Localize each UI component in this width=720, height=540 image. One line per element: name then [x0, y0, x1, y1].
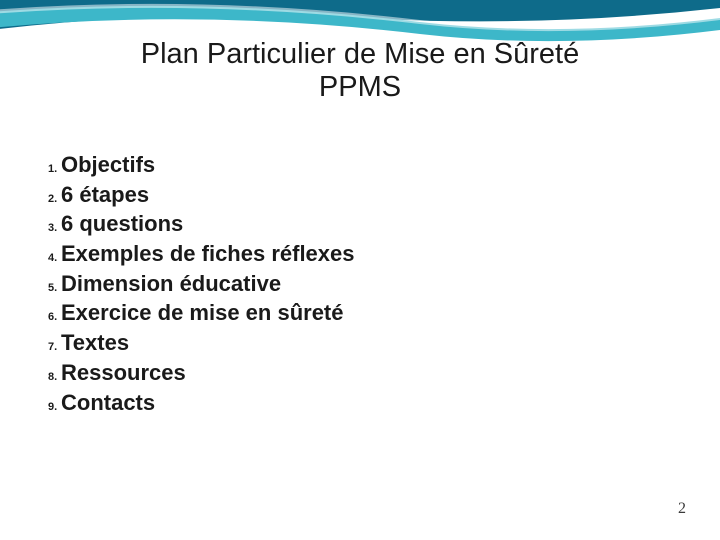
list-item: 1. Objectifs	[48, 150, 648, 180]
list-item: 6. Exercice de mise en sûreté	[48, 298, 648, 328]
list-num: 4.	[48, 251, 60, 266]
outline-list: 1. Objectifs 2. 6 étapes 3. 6 questions …	[48, 150, 648, 417]
list-label: Ressources	[61, 358, 186, 388]
title-line2: PPMS	[319, 71, 401, 103]
list-item: 3. 6 questions	[48, 209, 648, 239]
list-num: 7.	[48, 340, 60, 355]
list-item: 8. Ressources	[48, 358, 648, 388]
list-label: Contacts	[61, 388, 155, 418]
list-num: 8.	[48, 370, 60, 385]
list-label: Exercice de mise en sûreté	[61, 298, 344, 328]
list-item: 2. 6 étapes	[48, 180, 648, 210]
list-num: 6.	[48, 310, 60, 325]
list-label: Textes	[61, 328, 129, 358]
list-item: 4. Exemples de fiches réflexes	[48, 239, 648, 269]
list-num: 9.	[48, 400, 60, 415]
list-num: 3.	[48, 221, 60, 236]
list-label: 6 étapes	[61, 180, 149, 210]
list-label: Dimension éducative	[61, 269, 281, 299]
title-line1: Plan Particulier de Mise en Sûreté	[141, 38, 579, 70]
list-item: 9. Contacts	[48, 388, 648, 418]
page-number: 2	[678, 500, 686, 518]
list-item: 5. Dimension éducative	[48, 269, 648, 299]
list-label: Objectifs	[61, 150, 155, 180]
list-item: 7. Textes	[48, 328, 648, 358]
list-num: 1.	[48, 162, 60, 177]
list-label: Exemples de fiches réflexes	[61, 239, 355, 269]
list-label: 6 questions	[61, 209, 183, 239]
slide-title: Plan Particulier de Mise en Sûreté PPMS	[0, 38, 720, 105]
list-num: 5.	[48, 281, 60, 296]
list-num: 2.	[48, 192, 60, 207]
